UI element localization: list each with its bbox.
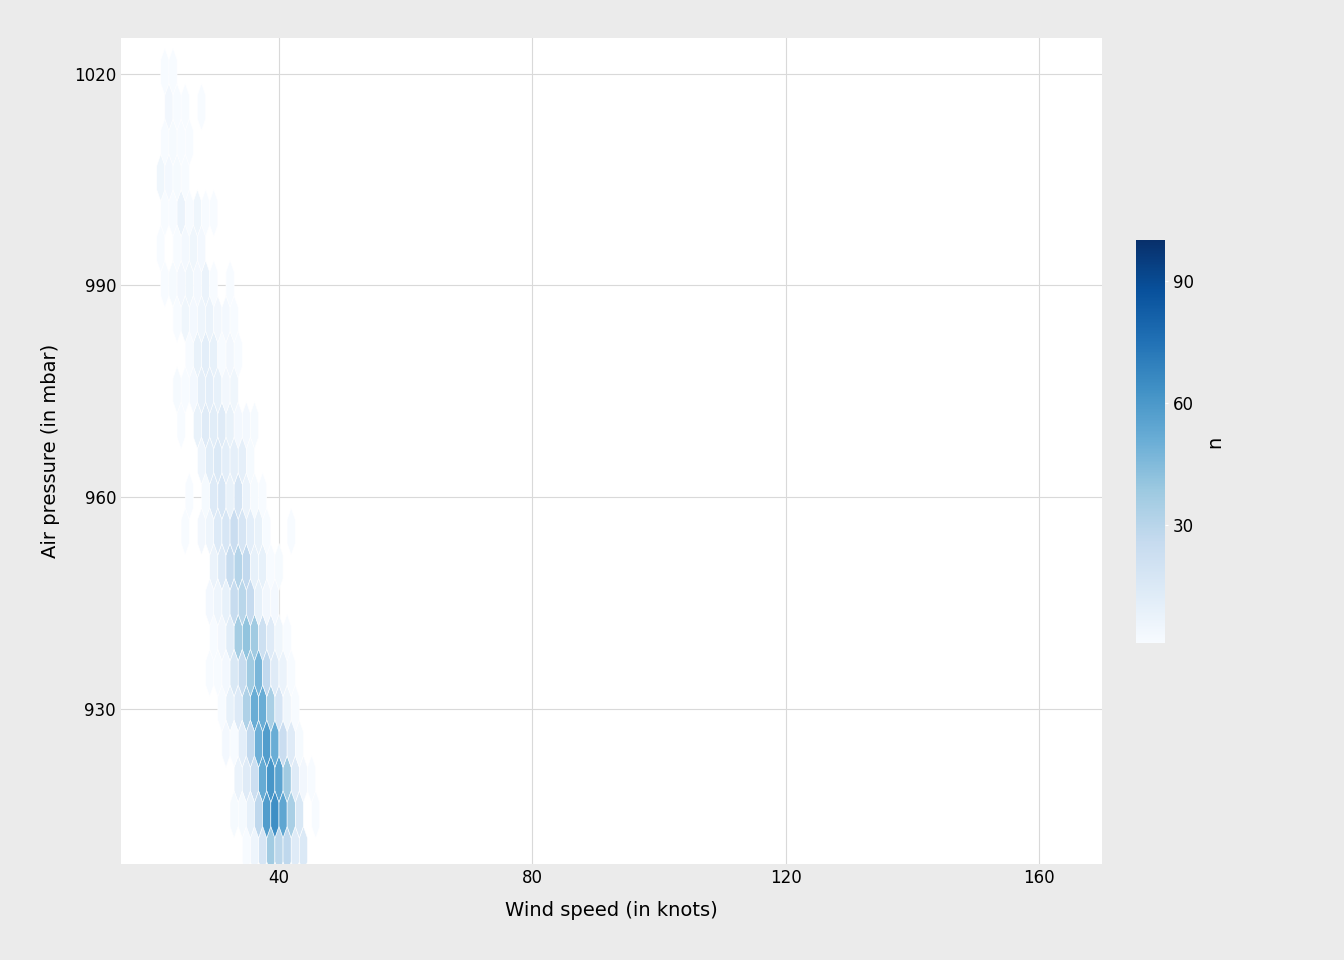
X-axis label: Wind speed (in knots): Wind speed (in knots): [505, 900, 718, 920]
Y-axis label: n: n: [1206, 436, 1224, 447]
Y-axis label: Air pressure (in mbar): Air pressure (in mbar): [40, 344, 60, 559]
